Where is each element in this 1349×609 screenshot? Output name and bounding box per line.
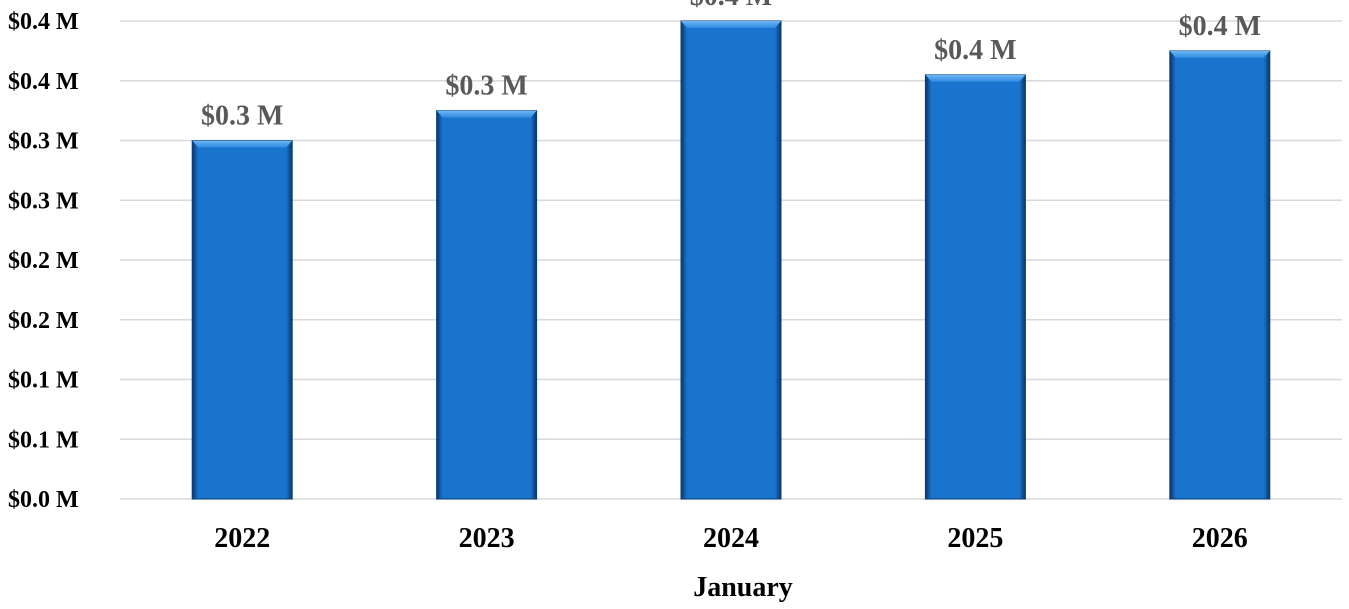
y-tick-label: $0.3 M xyxy=(8,129,79,155)
x-tick-label: 2022 xyxy=(214,523,270,554)
y-axis-ticks: $0.0 M $0.1 M $0.1 M $0.2 M $0.2 M $0.3 M $0.3… xyxy=(8,9,79,513)
data-label: $0.3 M xyxy=(201,101,283,132)
y-tick-label: $0.3 M xyxy=(8,188,79,214)
bar-2026 xyxy=(1169,50,1271,500)
y-tick-label: $0.1 M xyxy=(8,368,79,394)
y-tick-label: $0.2 M xyxy=(8,248,79,274)
x-tick-label: 2024 xyxy=(703,523,759,554)
data-labels: $0.3 M $0.3 M $0.4 M $0.4 M $0.4 M xyxy=(201,0,1261,132)
y-tick-label: $0.2 M xyxy=(8,308,79,334)
x-tick-label: 2026 xyxy=(1192,523,1248,554)
data-label: $0.4 M xyxy=(934,35,1016,66)
bar-2022 xyxy=(191,140,293,500)
x-axis-ticks: 2022 2023 2024 2025 2026 xyxy=(214,523,1248,554)
y-tick-label: $0.1 M xyxy=(8,427,79,453)
bar-2025 xyxy=(924,74,1026,500)
y-tick-label: $0.4 M xyxy=(8,9,79,35)
data-label: $0.4 M xyxy=(1179,11,1261,42)
bars xyxy=(191,20,1271,500)
x-axis-title: January xyxy=(693,572,793,603)
data-label: $0.4 M xyxy=(690,0,772,12)
y-tick-label: $0.0 M xyxy=(8,487,79,513)
data-label: $0.3 M xyxy=(445,71,527,102)
x-tick-label: 2025 xyxy=(947,523,1003,554)
bar-2024 xyxy=(680,20,782,500)
x-tick-label: 2023 xyxy=(459,523,515,554)
bar-2023 xyxy=(436,110,538,500)
y-tick-label: $0.4 M xyxy=(8,69,79,95)
